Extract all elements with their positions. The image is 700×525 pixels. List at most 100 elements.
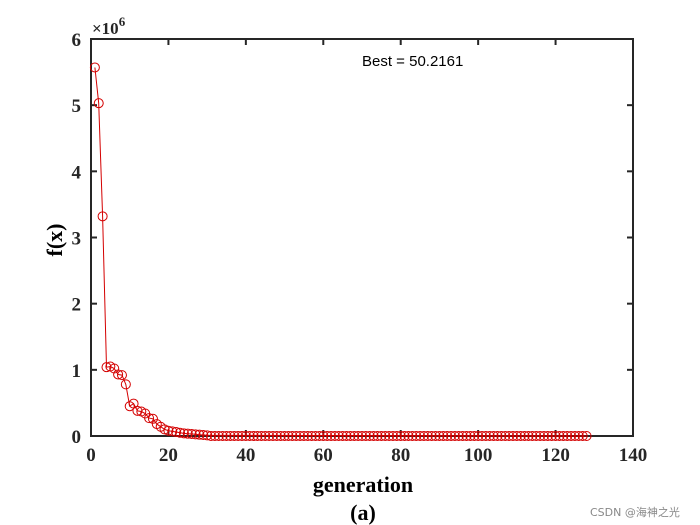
data-point xyxy=(267,431,278,441)
data-point xyxy=(438,431,449,441)
data-point xyxy=(550,431,561,441)
data-point xyxy=(415,431,426,441)
data-point xyxy=(178,428,189,439)
data-point xyxy=(271,431,282,441)
data-point xyxy=(372,431,383,441)
data-point xyxy=(531,431,542,441)
data-point xyxy=(480,431,491,441)
x-tick-label: 80 xyxy=(391,445,410,466)
x-tick-label: 60 xyxy=(314,445,333,466)
data-point xyxy=(562,431,573,441)
data-point xyxy=(422,431,433,441)
data-point xyxy=(484,431,495,441)
data-point xyxy=(538,431,549,441)
x-tick-label: 120 xyxy=(541,445,570,466)
data-point xyxy=(546,431,557,441)
data-point xyxy=(353,431,364,441)
data-point xyxy=(260,431,271,441)
y-tick-label: 3 xyxy=(72,229,82,250)
marks-layer xyxy=(89,62,592,441)
data-point xyxy=(473,431,484,441)
data-point xyxy=(527,431,538,441)
data-point xyxy=(465,431,476,441)
data-point xyxy=(569,431,580,441)
data-point xyxy=(209,431,220,441)
data-point xyxy=(418,431,429,441)
data-point xyxy=(283,431,294,441)
data-point xyxy=(387,431,398,441)
data-point xyxy=(93,98,104,109)
data-point xyxy=(298,431,309,441)
data-point xyxy=(542,431,553,441)
data-point xyxy=(252,431,263,441)
data-point xyxy=(477,431,488,441)
data-point xyxy=(120,379,131,390)
data-point xyxy=(97,211,108,222)
data-point xyxy=(535,431,546,441)
data-point xyxy=(507,431,518,441)
figure-caption: (a) xyxy=(350,500,376,525)
data-point xyxy=(236,431,247,441)
data-point xyxy=(566,431,577,441)
data-point xyxy=(326,431,337,441)
data-point xyxy=(167,426,178,437)
data-point xyxy=(399,431,410,441)
data-point xyxy=(202,430,213,441)
data-point xyxy=(302,431,313,441)
data-point xyxy=(411,431,422,441)
data-point xyxy=(147,413,158,424)
data-point xyxy=(275,431,286,441)
data-point xyxy=(256,431,267,441)
y-exponent-power: 6 xyxy=(119,14,126,29)
y-tick-label: 6 xyxy=(72,30,82,51)
data-point xyxy=(264,431,275,441)
data-point xyxy=(101,362,112,373)
data-point xyxy=(314,431,325,441)
data-point xyxy=(190,429,201,440)
series-line xyxy=(94,67,587,437)
data-point xyxy=(391,431,402,441)
data-point xyxy=(306,431,317,441)
data-point xyxy=(407,431,418,441)
y-exponent-base: ×10 xyxy=(92,19,119,38)
y-tick-label: 4 xyxy=(72,162,82,183)
data-point xyxy=(171,427,182,438)
data-point xyxy=(403,431,414,441)
data-point xyxy=(329,431,340,441)
data-point xyxy=(430,431,441,441)
data-point xyxy=(159,424,170,435)
data-point xyxy=(496,431,507,441)
data-point xyxy=(368,431,379,441)
data-point xyxy=(511,431,522,441)
data-point xyxy=(132,405,143,416)
data-point xyxy=(217,431,228,441)
data-point xyxy=(426,431,437,441)
data-point xyxy=(577,431,588,441)
data-point xyxy=(186,429,197,440)
plot-frame xyxy=(90,38,634,437)
data-point xyxy=(144,413,155,424)
data-point xyxy=(244,431,255,441)
data-point xyxy=(89,62,100,73)
y-tick-label: 1 xyxy=(72,361,82,382)
data-point xyxy=(233,431,244,441)
data-point xyxy=(291,431,302,441)
data-point xyxy=(523,431,534,441)
data-point xyxy=(116,370,127,381)
x-tick-label: 140 xyxy=(619,445,648,466)
x-axis-label: generation xyxy=(313,472,413,497)
watermark: CSDN @海神之光 xyxy=(590,505,680,519)
data-point xyxy=(434,431,445,441)
data-point xyxy=(488,431,499,441)
data-point xyxy=(515,431,526,441)
data-point xyxy=(446,431,457,441)
data-point xyxy=(248,431,259,441)
data-point xyxy=(492,431,503,441)
x-tick-label: 0 xyxy=(86,445,96,466)
data-point xyxy=(287,431,298,441)
data-point xyxy=(360,431,371,441)
data-point xyxy=(225,431,236,441)
y-tick-label: 5 xyxy=(72,96,82,117)
data-point xyxy=(504,431,515,441)
x-tick-label: 20 xyxy=(159,445,178,466)
